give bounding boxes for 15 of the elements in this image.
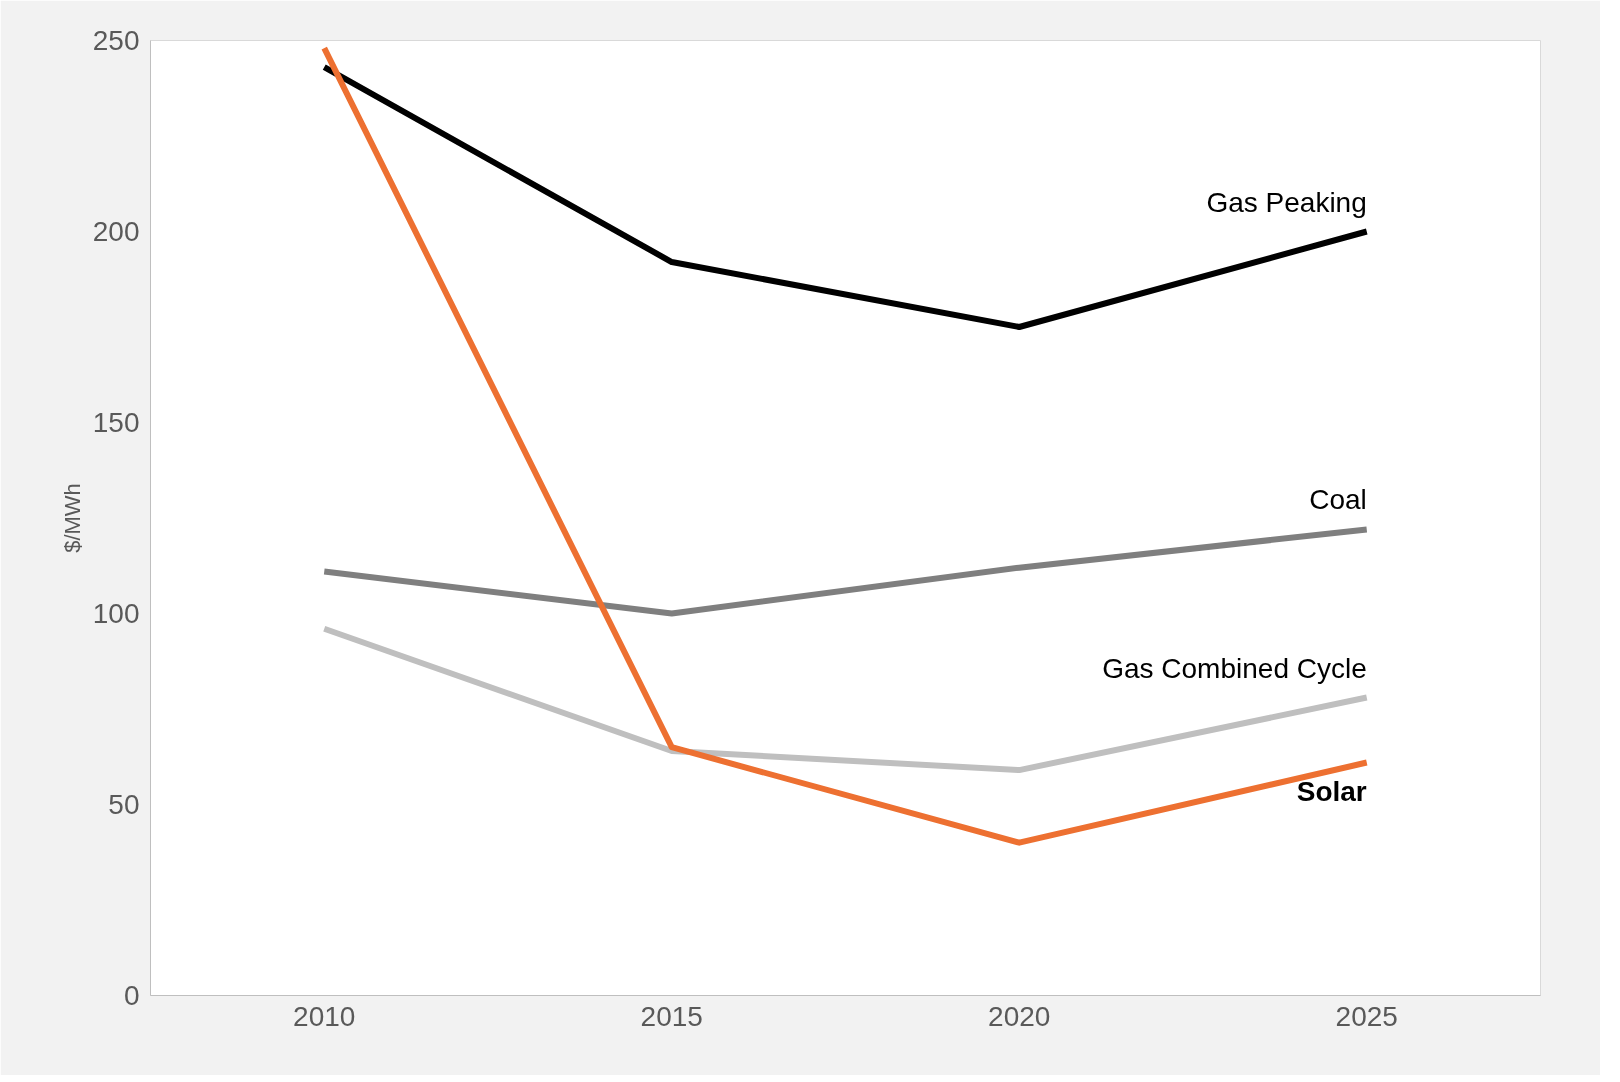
y-tick-label: 150 xyxy=(92,407,140,438)
y-axis-title: $/MWh xyxy=(59,483,85,553)
y-tick-label: 50 xyxy=(108,789,140,820)
y-tick-label: 200 xyxy=(92,216,140,247)
x-tick-label: 2025 xyxy=(1335,1000,1398,1032)
y-tick-label: 0 xyxy=(123,980,140,1011)
series-label: Coal xyxy=(1309,484,1367,516)
series-label: Gas Peaking xyxy=(1206,186,1367,218)
x-tick-label: 2020 xyxy=(988,1000,1051,1032)
x-tick-label: 2015 xyxy=(640,1000,703,1032)
y-tick-label: 100 xyxy=(92,598,140,629)
y-tick-label: 250 xyxy=(92,25,140,56)
series-label: Solar xyxy=(1296,776,1367,808)
series-label: Gas Combined Cycle xyxy=(1102,652,1367,684)
x-tick-label: 2010 xyxy=(293,1000,356,1032)
